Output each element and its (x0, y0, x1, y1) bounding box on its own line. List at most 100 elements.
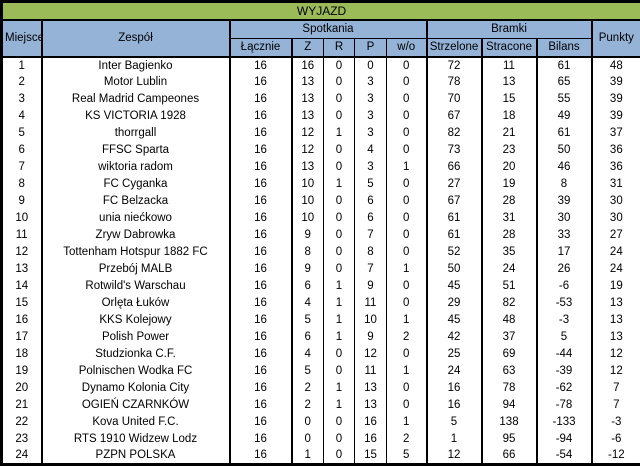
cell-punkty: 24 (592, 244, 640, 261)
cell-strzelone: 45 (427, 278, 482, 295)
cell-bilans: 65 (537, 74, 592, 91)
table-row: 7 wiktoria radom 16 13 0 3 1 66 20 46 36 (2, 159, 640, 176)
cell-wo: 0 (387, 346, 427, 363)
cell-r: 0 (324, 142, 355, 159)
cell-stracone: 28 (482, 227, 537, 244)
cell-miejsce: 11 (2, 227, 42, 244)
cell-z: 0 (292, 431, 324, 448)
cell-wo: 0 (387, 91, 427, 108)
cell-z: 4 (292, 295, 324, 312)
cell-z: 5 (292, 363, 324, 380)
cell-punkty: 37 (592, 125, 640, 142)
cell-wo: 1 (387, 159, 427, 176)
cell-wo: 2 (387, 329, 427, 346)
cell-punkty: 7 (592, 397, 640, 414)
cell-wo: 0 (387, 108, 427, 125)
header-wo: w/o (387, 39, 427, 57)
cell-miejsce: 4 (2, 108, 42, 125)
cell-strzelone: 12 (427, 448, 482, 465)
cell-z: 6 (292, 329, 324, 346)
cell-z: 10 (292, 210, 324, 227)
table-row: 8 FC Cyganka 16 10 1 5 0 27 19 8 31 (2, 176, 640, 193)
cell-punkty: 39 (592, 91, 640, 108)
cell-bilans: 49 (537, 108, 592, 125)
cell-r: 1 (324, 125, 355, 142)
cell-wo: 5 (387, 448, 427, 465)
cell-zespol: Przebój MALB (42, 261, 230, 278)
cell-z: 4 (292, 346, 324, 363)
cell-strzelone: 66 (427, 159, 482, 176)
cell-bilans: -62 (537, 380, 592, 397)
cell-bilans: 46 (537, 159, 592, 176)
cell-z: 2 (292, 380, 324, 397)
table-row: 16 KKS Kolejowy 16 5 1 10 1 45 48 -3 13 (2, 312, 640, 329)
cell-miejsce: 7 (2, 159, 42, 176)
cell-lacznie: 16 (230, 159, 292, 176)
cell-z: 10 (292, 193, 324, 210)
cell-miejsce: 14 (2, 278, 42, 295)
header-punkty: Punkty (592, 20, 640, 57)
cell-strzelone: 16 (427, 380, 482, 397)
cell-strzelone: 29 (427, 295, 482, 312)
cell-punkty: -6 (592, 431, 640, 448)
cell-punkty: 12 (592, 346, 640, 363)
cell-wo: 0 (387, 227, 427, 244)
cell-strzelone: 70 (427, 91, 482, 108)
cell-z: 5 (292, 312, 324, 329)
cell-miejsce: 1 (2, 57, 42, 74)
cell-zespol: Rotwild's Warschau (42, 278, 230, 295)
cell-r: 0 (324, 448, 355, 465)
cell-punkty: 30 (592, 210, 640, 227)
cell-bilans: 17 (537, 244, 592, 261)
cell-p: 8 (355, 244, 387, 261)
cell-stracone: 31 (482, 210, 537, 227)
cell-p: 11 (355, 363, 387, 380)
cell-stracone: 138 (482, 414, 537, 431)
cell-bilans: 8 (537, 176, 592, 193)
cell-r: 1 (324, 397, 355, 414)
cell-strzelone: 42 (427, 329, 482, 346)
cell-zespol: Inter Bagienko (42, 57, 230, 74)
cell-punkty: 19 (592, 278, 640, 295)
cell-miejsce: 2 (2, 74, 42, 91)
cell-r: 1 (324, 176, 355, 193)
cell-zespol: Studzionka C.F. (42, 346, 230, 363)
table-row: 22 Kova United F.C. 16 0 0 16 1 5 138 -1… (2, 414, 640, 431)
cell-stracone: 24 (482, 261, 537, 278)
cell-z: 9 (292, 261, 324, 278)
cell-punkty: 13 (592, 295, 640, 312)
cell-z: 12 (292, 125, 324, 142)
cell-bilans: -94 (537, 431, 592, 448)
cell-miejsce: 16 (2, 312, 42, 329)
cell-r: 0 (324, 261, 355, 278)
cell-stracone: 94 (482, 397, 537, 414)
header-row-groups: Miejsce Zespół Spotkania Bramki Punkty (2, 20, 640, 39)
table-row: 21 OGIEŃ CZARNKÓW 16 2 1 13 0 16 94 -78 … (2, 397, 640, 414)
cell-strzelone: 61 (427, 210, 482, 227)
cell-zespol: wiktoria radom (42, 159, 230, 176)
cell-wo: 1 (387, 261, 427, 278)
cell-wo: 0 (387, 397, 427, 414)
cell-stracone: 20 (482, 159, 537, 176)
cell-lacznie: 16 (230, 108, 292, 125)
cell-z: 6 (292, 278, 324, 295)
cell-miejsce: 3 (2, 91, 42, 108)
cell-miejsce: 6 (2, 142, 42, 159)
cell-z: 13 (292, 91, 324, 108)
table-row: 24 PZPN POLSKA 16 1 0 15 5 12 66 -54 -12 (2, 448, 640, 465)
cell-strzelone: 24 (427, 363, 482, 380)
title-row: WYJAZD (2, 2, 640, 20)
cell-p: 6 (355, 210, 387, 227)
cell-wo: 0 (387, 278, 427, 295)
cell-p: 3 (355, 159, 387, 176)
header-r: R (324, 39, 355, 57)
cell-r: 1 (324, 380, 355, 397)
cell-wo: 2 (387, 431, 427, 448)
cell-punkty: 36 (592, 159, 640, 176)
cell-zespol: thorrgall (42, 125, 230, 142)
cell-wo: 0 (387, 142, 427, 159)
cell-miejsce: 17 (2, 329, 42, 346)
cell-r: 0 (324, 244, 355, 261)
cell-strzelone: 5 (427, 414, 482, 431)
